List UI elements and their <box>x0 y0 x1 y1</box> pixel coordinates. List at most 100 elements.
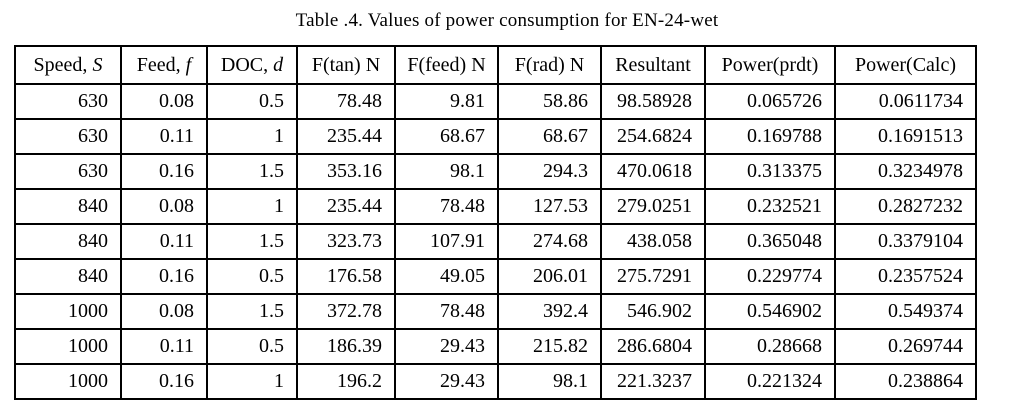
table-cell: 29.43 <box>394 328 499 365</box>
col-header-ffeed: F(feed) N <box>394 45 499 85</box>
col-header-frad: F(rad) N <box>497 45 602 85</box>
table-cell: 78.48 <box>394 293 499 330</box>
table-cell: 0.549374 <box>834 293 977 330</box>
table-cell: 29.43 <box>394 363 499 400</box>
table-row: 1000 0.11 0.5 186.39 29.43 215.82 286.68… <box>14 328 977 365</box>
table-cell: 0.221324 <box>704 363 836 400</box>
table-cell: 1 <box>206 363 298 400</box>
table-row: 840 0.16 0.5 176.58 49.05 206.01 275.729… <box>14 258 977 295</box>
table-cell: 78.48 <box>296 83 396 120</box>
table-cell: 275.7291 <box>600 258 706 295</box>
table-row: 840 0.08 1 235.44 78.48 127.53 279.0251 … <box>14 188 977 225</box>
table-cell: 0.3234978 <box>834 153 977 190</box>
table-cell: 353.16 <box>296 153 396 190</box>
table-cell: 0.229774 <box>704 258 836 295</box>
table-cell: 186.39 <box>296 328 396 365</box>
table-cell: 49.05 <box>394 258 499 295</box>
table-cell: 0.5 <box>206 258 298 295</box>
table-cell: 196.2 <box>296 363 396 400</box>
table-cell: 630 <box>14 118 122 155</box>
table-cell: 0.11 <box>120 118 208 155</box>
table-cell: 98.58928 <box>600 83 706 120</box>
table-cell: 0.11 <box>120 328 208 365</box>
table-cell: 1.5 <box>206 293 298 330</box>
table-cell: 0.5 <box>206 328 298 365</box>
table-cell: 294.3 <box>497 153 602 190</box>
table-cell: 78.48 <box>394 188 499 225</box>
table-cell: 1 <box>206 188 298 225</box>
table-cell: 1000 <box>14 363 122 400</box>
table-cell: 215.82 <box>497 328 602 365</box>
col-header-power-calc: Power(Calc) <box>834 45 977 85</box>
col-header-speed: Speed, S <box>14 45 122 85</box>
table-cell: 0.16 <box>120 153 208 190</box>
power-consumption-table: Speed, S Feed, f DOC, d F(tan) N F(feed)… <box>14 45 977 400</box>
table-cell: 0.16 <box>120 363 208 400</box>
table-cell: 68.67 <box>394 118 499 155</box>
table-cell: 372.78 <box>296 293 396 330</box>
table-cell: 0.2357524 <box>834 258 977 295</box>
table-row: 630 0.16 1.5 353.16 98.1 294.3 470.0618 … <box>14 153 977 190</box>
table-cell: 0.08 <box>120 293 208 330</box>
table-cell: 98.1 <box>394 153 499 190</box>
table-cell: 323.73 <box>296 223 396 260</box>
table-cell: 58.86 <box>497 83 602 120</box>
table-row: 1000 0.16 1 196.2 29.43 98.1 221.3237 0.… <box>14 363 977 400</box>
table-cell: 254.6824 <box>600 118 706 155</box>
table-cell: 0.365048 <box>704 223 836 260</box>
table-cell: 107.91 <box>394 223 499 260</box>
table-cell: 0.065726 <box>704 83 836 120</box>
table-cell: 0.269744 <box>834 328 977 365</box>
table-cell: 0.238864 <box>834 363 977 400</box>
table-cell: 840 <box>14 188 122 225</box>
table-cell: 9.81 <box>394 83 499 120</box>
table-cell: 630 <box>14 153 122 190</box>
table-cell: 0.313375 <box>704 153 836 190</box>
table-cell: 98.1 <box>497 363 602 400</box>
table-cell: 840 <box>14 258 122 295</box>
table-cell: 68.67 <box>497 118 602 155</box>
table-cell: 274.68 <box>497 223 602 260</box>
col-header-resultant: Resultant <box>600 45 706 85</box>
table-cell: 1000 <box>14 293 122 330</box>
table-cell: 0.16 <box>120 258 208 295</box>
table-cell: 235.44 <box>296 188 396 225</box>
table-cell: 221.3237 <box>600 363 706 400</box>
table-row: 630 0.11 1 235.44 68.67 68.67 254.6824 0… <box>14 118 977 155</box>
col-header-feed: Feed, f <box>120 45 208 85</box>
table-cell: 0.2827232 <box>834 188 977 225</box>
table-caption: Table .4. Values of power consumption fo… <box>295 10 719 31</box>
col-header-doc: DOC, d <box>206 45 298 85</box>
table-cell: 0.1691513 <box>834 118 977 155</box>
table-cell: 0.11 <box>120 223 208 260</box>
table-cell: 840 <box>14 223 122 260</box>
table-row: 1000 0.08 1.5 372.78 78.48 392.4 546.902… <box>14 293 977 330</box>
table-cell: 1.5 <box>206 153 298 190</box>
col-header-power-prdt: Power(prdt) <box>704 45 836 85</box>
table-cell: 546.902 <box>600 293 706 330</box>
table-cell: 127.53 <box>497 188 602 225</box>
col-header-ftan: F(tan) N <box>296 45 396 85</box>
table-cell: 0.5 <box>206 83 298 120</box>
table-cell: 0.232521 <box>704 188 836 225</box>
table-cell: 0.0611734 <box>834 83 977 120</box>
table-cell: 0.546902 <box>704 293 836 330</box>
table-cell: 279.0251 <box>600 188 706 225</box>
table-row: 840 0.11 1.5 323.73 107.91 274.68 438.05… <box>14 223 977 260</box>
header-row: Speed, S Feed, f DOC, d F(tan) N F(feed)… <box>14 45 977 85</box>
table-cell: 1000 <box>14 328 122 365</box>
table-cell: 470.0618 <box>600 153 706 190</box>
table-cell: 235.44 <box>296 118 396 155</box>
table-cell: 438.058 <box>600 223 706 260</box>
table-cell: 0.28668 <box>704 328 836 365</box>
table-cell: 0.08 <box>120 188 208 225</box>
table-cell: 206.01 <box>497 258 602 295</box>
table-cell: 176.58 <box>296 258 396 295</box>
table-cell: 630 <box>14 83 122 120</box>
table-cell: 0.3379104 <box>834 223 977 260</box>
table-cell: 286.6804 <box>600 328 706 365</box>
table-cell: 1 <box>206 118 298 155</box>
table-cell: 392.4 <box>497 293 602 330</box>
table-cell: 1.5 <box>206 223 298 260</box>
table-cell: 0.169788 <box>704 118 836 155</box>
